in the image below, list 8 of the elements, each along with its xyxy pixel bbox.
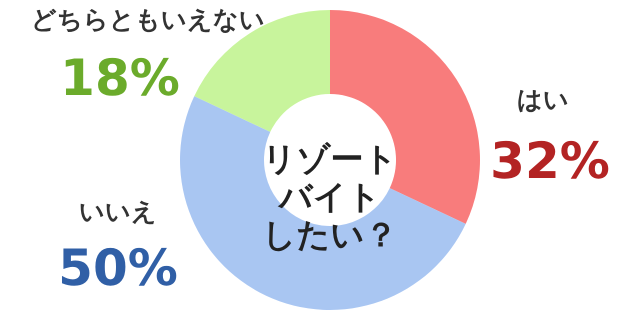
data-label: 50% (58, 239, 178, 297)
slice-label: はい (517, 85, 569, 114)
text: リゾートバイトしたい？ (262, 139, 398, 254)
slice-label: いいえ (79, 197, 157, 226)
slice-label: どちらともいえない (31, 5, 265, 34)
donut-slice (180, 96, 466, 310)
data-label: 18% (60, 49, 180, 107)
data-label: 32% (490, 132, 610, 190)
